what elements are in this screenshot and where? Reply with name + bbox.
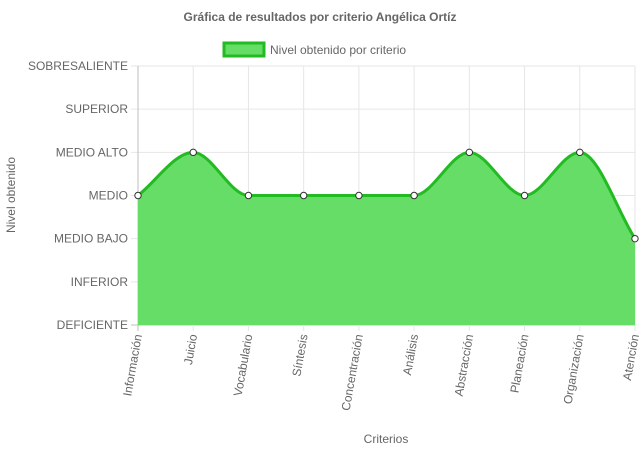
data-point[interactable] bbox=[134, 191, 142, 200]
legend-label: Nivel obtenido por criterio bbox=[270, 43, 406, 57]
x-tick-label: Información bbox=[120, 333, 145, 397]
y-tick-label: MEDIO ALTO bbox=[56, 145, 128, 159]
y-tick-label: MEDIO bbox=[89, 189, 128, 203]
data-points bbox=[134, 148, 639, 243]
legend-swatch bbox=[222, 41, 266, 58]
series-line bbox=[137, 150, 637, 240]
y-tick-label: DEFICIENTE bbox=[57, 318, 128, 332]
y-tick-label: MEDIO BAJO bbox=[54, 232, 128, 246]
y-axis: DEFICIENTE INFERIOR MEDIO BAJO MEDIO MEDIO A… bbox=[28, 59, 128, 332]
data-point[interactable] bbox=[520, 191, 529, 200]
data-point[interactable] bbox=[465, 148, 474, 157]
x-tick-label: Abstracción bbox=[452, 333, 477, 397]
data-point[interactable] bbox=[410, 191, 418, 200]
data-point[interactable] bbox=[189, 148, 197, 157]
x-tick-label: Juicio bbox=[181, 333, 200, 366]
y-tick-label: INFERIOR bbox=[71, 275, 129, 289]
x-tick-label: Organización bbox=[561, 333, 587, 405]
data-point[interactable] bbox=[631, 234, 639, 243]
data-point[interactable] bbox=[244, 191, 253, 200]
x-tick-label: Concentración bbox=[339, 333, 366, 412]
y-axis-title: Nivel obtenido bbox=[4, 157, 18, 233]
data-point[interactable] bbox=[299, 191, 308, 200]
x-tick-label: Síntesis bbox=[289, 333, 310, 377]
x-axis-title: Criterios bbox=[364, 432, 409, 446]
x-tick-label: Vocabulario bbox=[231, 333, 256, 398]
x-tick-label: Planeación bbox=[507, 333, 531, 394]
chart-title: Gráfica de resultados por criterio Angél… bbox=[184, 10, 457, 24]
y-tick-label: SOBRESALIENTE bbox=[28, 59, 128, 73]
x-tick-label: Análisis bbox=[400, 333, 421, 376]
x-axis: Información Juicio Vocabulario Síntesis Conc… bbox=[120, 333, 639, 412]
data-point[interactable] bbox=[355, 191, 363, 200]
legend[interactable]: Nivel obtenido por criterio bbox=[222, 41, 406, 58]
data-point[interactable] bbox=[576, 148, 584, 157]
series-area bbox=[138, 152, 635, 325]
y-tick-label: SUPERIOR bbox=[65, 102, 128, 116]
x-tick-label: Atención bbox=[620, 333, 639, 381]
